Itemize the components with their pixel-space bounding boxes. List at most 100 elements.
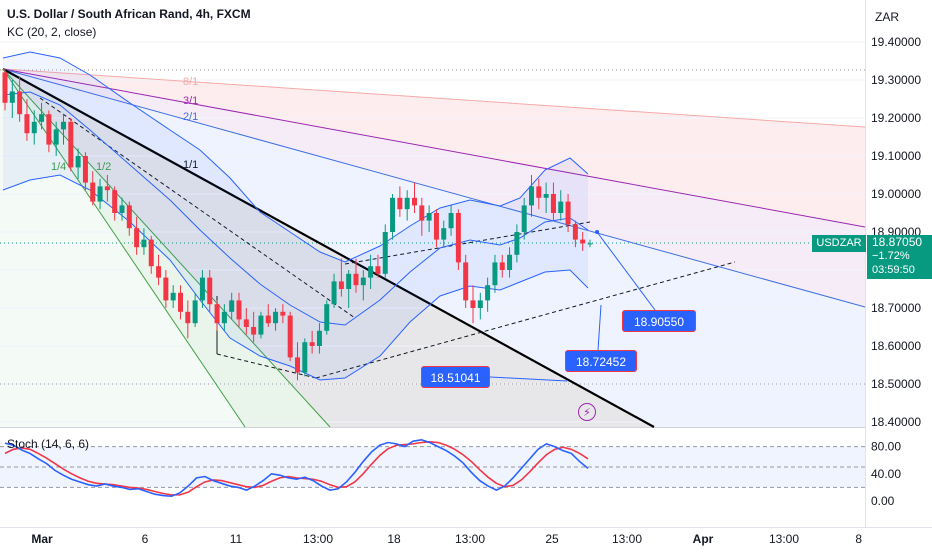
candle-body xyxy=(463,262,469,301)
candle-body xyxy=(156,266,162,278)
candle-body xyxy=(426,213,432,221)
candle-body xyxy=(360,277,366,286)
candle-body xyxy=(287,315,293,358)
candle-body xyxy=(448,213,454,229)
dash-line-lower-channel xyxy=(315,261,736,379)
fan-line-8-1 xyxy=(2,68,866,128)
candle-body xyxy=(17,91,23,115)
candle-body xyxy=(295,357,300,373)
candle-body xyxy=(236,300,242,320)
candle-body xyxy=(521,205,527,232)
candle-body xyxy=(2,72,8,103)
candle-body xyxy=(61,121,66,130)
time-tick-label: 13:00 xyxy=(612,532,642,546)
price-tick-label: 19.30000 xyxy=(871,73,921,87)
candle-body xyxy=(368,266,374,278)
callout-line-3 xyxy=(489,376,568,382)
time-tick-label: Apr xyxy=(693,532,714,546)
stoch-d-line xyxy=(4,441,589,496)
candle-body xyxy=(68,121,74,168)
candle-body xyxy=(346,273,352,289)
candle-body xyxy=(82,156,88,183)
callout-box-3[interactable]: 18.51041 xyxy=(421,366,490,388)
candle-body xyxy=(170,292,176,301)
candle-body xyxy=(558,201,564,213)
dash-line-upper xyxy=(39,97,356,319)
callout-box-2[interactable]: 18.72452 xyxy=(565,350,637,372)
price-tag: USDZAR 18.87050 −1.72% 03:59:50 xyxy=(812,235,932,279)
price-badge: 18.87050 −1.72% 03:59:50 xyxy=(867,235,932,279)
time-tick-label: 18 xyxy=(387,532,401,546)
lightning-icon[interactable]: ⚡︎ xyxy=(578,403,596,421)
candle-body xyxy=(565,201,571,225)
indicator-legend[interactable]: KC (20, 2, close) xyxy=(7,25,97,39)
kc-lower-line xyxy=(2,174,589,381)
candle-body xyxy=(221,311,227,324)
callout-box-1[interactable]: 18.90550 xyxy=(622,310,696,332)
candle-body xyxy=(251,327,257,335)
bar-countdown: 03:59:50 xyxy=(872,264,915,276)
price-tick-label: 18.40000 xyxy=(871,415,921,429)
candle-body xyxy=(529,186,534,206)
time-tick-label: 13:00 xyxy=(303,532,333,546)
stoch-k-line xyxy=(4,438,589,498)
callout-line-1 xyxy=(596,231,656,311)
candle-body xyxy=(331,281,337,305)
fan-label: 3/1 xyxy=(183,95,198,107)
price-tick-label: 19.00000 xyxy=(871,187,921,201)
candle-body xyxy=(141,239,147,248)
price-tick-label: 18.70000 xyxy=(871,301,921,315)
stoch-tick-label: 0.00 xyxy=(871,494,895,508)
currency-label: ZAR xyxy=(875,10,899,24)
candle-body xyxy=(24,114,30,134)
candle-body xyxy=(134,228,140,248)
candle-body xyxy=(280,311,286,316)
candle-body xyxy=(587,243,593,245)
fan-zone-blue xyxy=(3,69,865,427)
stoch-tick-label: 40.00 xyxy=(871,467,901,481)
candle-body xyxy=(31,121,37,134)
candle-body xyxy=(419,205,425,221)
candle-body xyxy=(404,197,410,210)
candle-body xyxy=(97,186,103,202)
price-tick-label: 19.20000 xyxy=(871,111,921,125)
candle-body xyxy=(199,277,205,301)
time-tick-label: 25 xyxy=(545,532,559,546)
candle-body xyxy=(441,228,447,240)
candle-body xyxy=(273,311,279,324)
candle-body xyxy=(243,319,249,327)
candle-body xyxy=(514,232,520,255)
callout-anchor-1 xyxy=(595,230,599,234)
candle-body xyxy=(265,315,271,324)
candle-body xyxy=(485,285,491,301)
time-tick-label: 6 xyxy=(142,532,149,546)
candle-body xyxy=(185,311,191,324)
candle-body xyxy=(53,129,59,145)
candle-body xyxy=(119,205,125,213)
chart-title: U.S. Dollar / South African Rand, 4h, FX… xyxy=(7,7,251,21)
fan-line-2-1 xyxy=(2,68,866,308)
fan-line-1-4 xyxy=(2,68,246,428)
fan-label: 1/2 xyxy=(96,161,111,173)
candle-body xyxy=(397,197,403,210)
candle-body xyxy=(382,232,388,274)
candle-body xyxy=(192,300,198,324)
dash-line-low-left xyxy=(216,353,317,379)
kc-middle-line xyxy=(2,91,589,326)
candle-body xyxy=(90,182,96,202)
candle-body xyxy=(536,186,542,198)
candle-body xyxy=(178,292,183,312)
fan-label: 2/1 xyxy=(183,111,198,123)
callout-line-2 xyxy=(597,304,602,351)
price-tick-label: 19.40000 xyxy=(871,35,921,49)
price-tick-label: 18.60000 xyxy=(871,339,921,353)
kc-upper-line xyxy=(2,51,589,263)
candle-body xyxy=(214,304,220,324)
candle-body xyxy=(477,300,483,308)
candle-body xyxy=(499,262,505,270)
fan-label: 8/1 xyxy=(183,76,198,88)
stoch-legend[interactable]: Stoch (14, 6, 6) xyxy=(7,437,90,451)
candle-body xyxy=(9,91,15,103)
